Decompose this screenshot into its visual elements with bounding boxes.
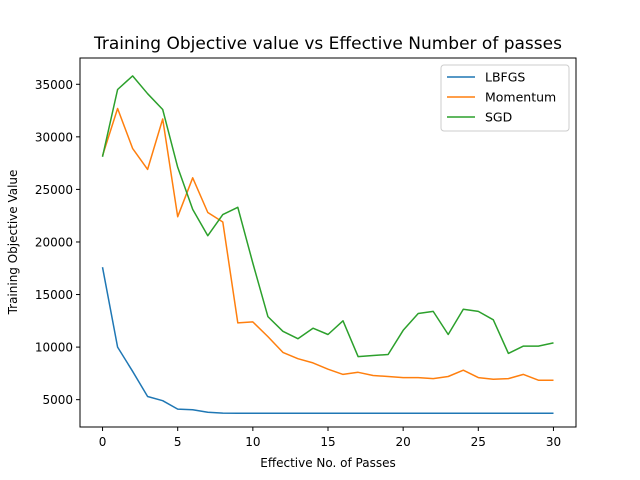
chart-title: Training Objective value vs Effective Nu… xyxy=(93,34,562,54)
y-axis-label: Training Objective Value xyxy=(6,170,20,316)
x-tick-label: 0 xyxy=(99,435,107,449)
series-line-momentum xyxy=(101,107,554,381)
x-axis-ticks: 0 5 10 15 20 25 30 xyxy=(99,427,561,449)
legend-label: SGD xyxy=(485,110,512,125)
x-tick-label: 5 xyxy=(174,435,182,449)
y-tick-label: 20000 xyxy=(35,235,73,249)
series-line-sgd xyxy=(101,75,554,358)
series-layer xyxy=(101,75,554,415)
x-tick-label: 15 xyxy=(320,435,335,449)
y-tick-label: 25000 xyxy=(35,183,73,197)
y-tick-label: 30000 xyxy=(35,130,73,144)
y-tick-label: 35000 xyxy=(35,78,73,92)
legend-label: Momentum xyxy=(485,90,556,105)
x-tick-label: 10 xyxy=(245,435,260,449)
x-tick-label: 20 xyxy=(396,435,411,449)
legend-frame xyxy=(440,64,570,132)
x-tick-label: 25 xyxy=(471,435,486,449)
series-line-lbfgs xyxy=(101,267,554,415)
legend-label: LBFGS xyxy=(485,70,525,85)
x-axis-label: Effective No. of Passes xyxy=(260,456,395,470)
x-tick-label: 30 xyxy=(546,435,561,449)
y-tick-label: 10000 xyxy=(35,341,73,355)
y-axis-ticks: 5000 10000 15000 20000 25000 30000 35000 xyxy=(35,78,80,407)
y-tick-label: 15000 xyxy=(35,288,73,302)
y-tick-label: 5000 xyxy=(42,393,73,407)
legend: LBFGS Momentum SGD xyxy=(440,64,570,132)
